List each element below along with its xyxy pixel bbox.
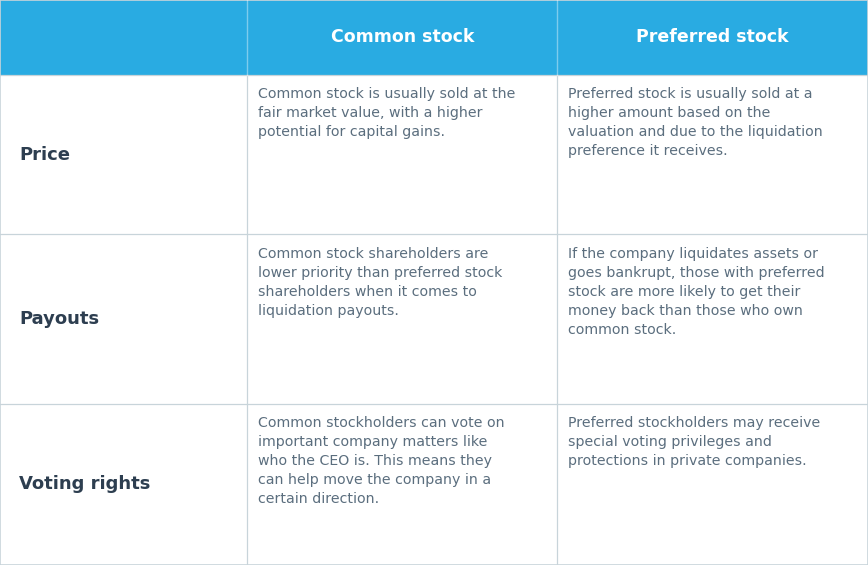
Text: Preferred stockholders may receive
special voting privileges and
protections in : Preferred stockholders may receive speci…	[568, 416, 820, 468]
Text: Common stock: Common stock	[331, 28, 474, 46]
Bar	[0, 0, 868, 75]
Text: Common stock is usually sold at the
fair market value, with a higher
potential f: Common stock is usually sold at the fair…	[258, 87, 516, 139]
Text: Preferred stock is usually sold at a
higher amount based on the
valuation and du: Preferred stock is usually sold at a hig…	[568, 87, 822, 158]
Text: If the company liquidates assets or
goes bankrupt, those with preferred
stock ar: If the company liquidates assets or goes…	[568, 247, 825, 337]
Text: Payouts: Payouts	[19, 310, 99, 328]
Text: Common stockholders can vote on
important company matters like
who the CEO is. T: Common stockholders can vote on importan…	[258, 416, 504, 506]
Text: Price: Price	[19, 146, 70, 163]
Text: Common stock shareholders are
lower priority than preferred stock
shareholders w: Common stock shareholders are lower prio…	[258, 247, 503, 318]
Text: Preferred stock: Preferred stock	[636, 28, 789, 46]
Text: Voting rights: Voting rights	[19, 476, 150, 493]
